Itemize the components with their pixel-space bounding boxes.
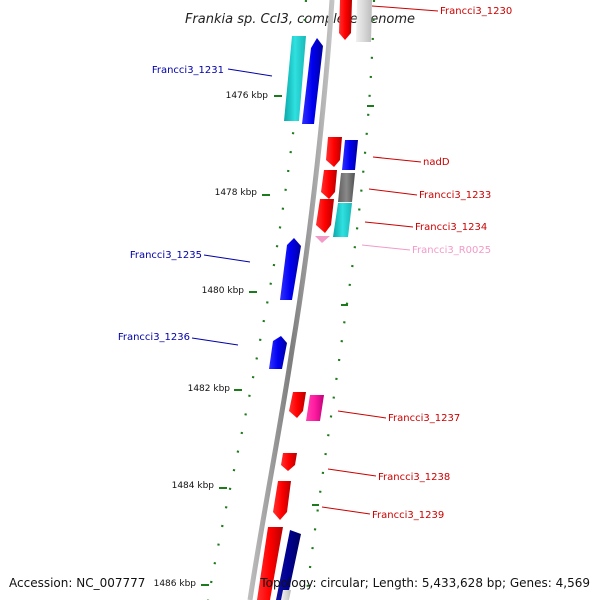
leader-francci3-1238 — [327, 468, 377, 477]
gene-bottom-red[interactable] — [257, 527, 283, 600]
leader-francci3-1239 — [321, 506, 371, 515]
tick-labels: 1476 kbp 1478 kbp 1480 kbp 1482 kbp 1484… — [154, 91, 269, 589]
gene-francci3-1233-red[interactable] — [321, 170, 337, 199]
gene-features — [257, 0, 372, 600]
label-francci3-r0025[interactable]: Francci3_R0025 — [412, 245, 491, 256]
gene-francci3-1237-red[interactable] — [289, 392, 306, 418]
gene-francci3-1239[interactable] — [273, 481, 291, 520]
leader-francci3-1236 — [191, 337, 239, 346]
leader-nadd — [372, 156, 422, 163]
label-nadd[interactable]: nadD — [423, 157, 450, 168]
leader-francci3-1235 — [203, 254, 251, 263]
leader-lines — [191, 5, 439, 515]
tick-label-1482: 1482 kbp — [188, 384, 231, 394]
leader-francci3-r0025 — [361, 244, 411, 251]
accession-text: Accession: NC_007777 — [9, 576, 146, 590]
leader-francci3-1233 — [368, 188, 418, 196]
label-francci3-1235[interactable]: Francci3_1235 — [130, 250, 202, 261]
major-ticks — [201, 95, 374, 586]
gene-labels: Francci3_1230 Francci3_1231 nadD Francci… — [118, 6, 512, 521]
topology-text: Topology: circular; Length: 5,433,628 bp… — [260, 576, 590, 590]
tick-label-1480: 1480 kbp — [202, 286, 245, 296]
label-francci3-1230[interactable]: Francci3_1230 — [440, 6, 512, 17]
label-francci3-1234[interactable]: Francci3_1234 — [415, 222, 487, 233]
leader-francci3-1234 — [364, 221, 414, 228]
gene-bottom-navy[interactable] — [276, 530, 301, 600]
label-francci3-1237[interactable]: Francci3_1237 — [388, 413, 460, 424]
gene-nadd-red[interactable] — [326, 137, 342, 167]
map-title: Frankia sp. CcI3, complete genome — [185, 12, 415, 27]
genome-backbone — [247, 0, 335, 600]
leader-francci3-1230 — [371, 5, 439, 12]
tick-label-1486: 1486 kbp — [154, 579, 197, 589]
leader-francci3-1231 — [227, 68, 273, 77]
gene-francci3-1235[interactable] — [280, 238, 301, 300]
gene-francci3-1238[interactable] — [281, 453, 297, 471]
tick-label-1478: 1478 kbp — [215, 188, 258, 198]
gene-nadd-blue[interactable] — [342, 140, 358, 170]
gene-francci3-1237-pink[interactable] — [306, 395, 324, 421]
label-francci3-1236[interactable]: Francci3_1236 — [118, 332, 190, 343]
gene-francci3-1233-gray[interactable] — [338, 173, 355, 202]
label-francci3-1238[interactable]: Francci3_1238 — [378, 472, 450, 483]
gene-francci3-1231-blue[interactable] — [302, 38, 323, 124]
label-francci3-1239[interactable]: Francci3_1239 — [372, 510, 444, 521]
leader-francci3-1237 — [337, 410, 387, 419]
gene-bottom-light[interactable] — [281, 590, 291, 600]
tick-label-1476: 1476 kbp — [226, 91, 269, 101]
label-francci3-1231[interactable]: Francci3_1231 — [152, 65, 224, 76]
gene-francci3-1234-cyan[interactable] — [333, 203, 352, 237]
label-francci3-1233[interactable]: Francci3_1233 — [419, 190, 491, 201]
gene-francci3-1234-red[interactable] — [316, 199, 334, 233]
gene-francci3-1231-cyan[interactable] — [284, 36, 306, 121]
gene-francci3-r0025[interactable] — [315, 236, 330, 243]
gene-francci3-1236[interactable] — [269, 336, 287, 369]
tick-label-1484: 1484 kbp — [172, 481, 215, 491]
gene-light-top[interactable] — [356, 0, 372, 42]
gene-francci3-1230[interactable] — [339, 0, 352, 40]
